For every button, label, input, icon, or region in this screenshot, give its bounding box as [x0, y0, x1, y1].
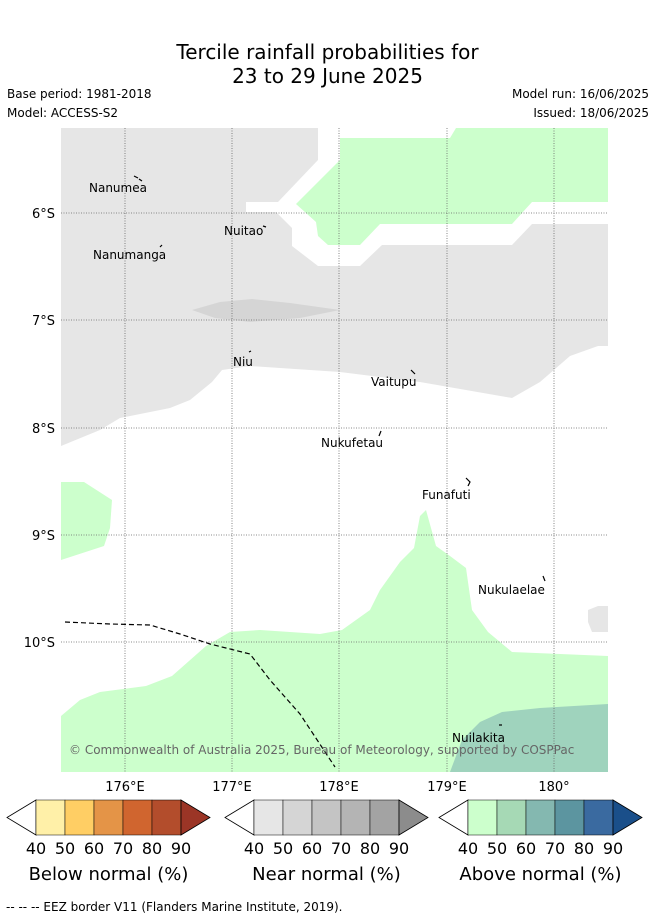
eez-legend: -- -- -- EEZ border V11 (Flanders Marine… — [6, 900, 343, 914]
copyright-text: © Commonwealth of Australia 2025, Bureau… — [69, 743, 574, 757]
colorbar-tick-label: 40 — [26, 839, 46, 858]
colorbar-segment — [496, 799, 527, 836]
islands — [133, 175, 546, 726]
colorbar-tick-label: 60 — [302, 839, 322, 858]
island-niu — [248, 350, 252, 353]
colorbar-title: Near normal (%) — [252, 864, 401, 885]
island-nukulaelae — [542, 575, 546, 582]
place-label: Nanumanga — [93, 248, 166, 262]
lat-label: 10°S — [24, 636, 55, 651]
lat-label: 8°S — [32, 422, 55, 437]
above-normal-south-region — [61, 510, 608, 772]
lon-label: 176°E — [105, 780, 145, 795]
colorbar-tick-label: 80 — [360, 839, 380, 858]
lat-label: 7°S — [32, 314, 55, 329]
near-normal-region — [61, 128, 608, 446]
map-title: Tercile rainfall probabilities for 23 to… — [0, 40, 655, 88]
place-label: Niu — [233, 355, 253, 369]
colorbar-segment — [151, 799, 182, 836]
lon-label: 178°E — [319, 780, 359, 795]
colorbar-upper-extend — [612, 799, 643, 836]
lat-label: 6°S — [32, 207, 55, 222]
near-normal-darker-region — [192, 299, 340, 322]
colorbar-tick-label: 40 — [458, 839, 478, 858]
colorbar-tick-label: 90 — [389, 839, 409, 858]
colorbar-tick-label: 90 — [171, 839, 191, 858]
colorbar-segment — [253, 799, 284, 836]
place-label: Nukufetau — [321, 436, 383, 450]
lat-label: 9°S — [32, 529, 55, 544]
colorbar-segment — [554, 799, 585, 836]
colorbar-segment — [35, 799, 66, 836]
colorbar-tick-label: 90 — [603, 839, 623, 858]
colorbar-0: 40 50 60 70 80 90 Below normal (%) — [6, 799, 211, 885]
colorbar-segment — [369, 799, 400, 836]
colorbar-tick-label: 70 — [113, 839, 133, 858]
colorbar-tick-label: 40 — [244, 839, 264, 858]
colorbar-tick-label: 70 — [545, 839, 565, 858]
colorbars: 40 50 60 70 80 90 Below normal (%) 40 50 60 70 80 90… — [6, 799, 643, 885]
colorbar-tick-label: 50 — [487, 839, 507, 858]
colorbar-upper-extend — [180, 799, 211, 836]
colorbar-lower-extend — [6, 799, 37, 836]
colorbar-tick-label: 80 — [574, 839, 594, 858]
above-normal-50-region — [450, 704, 608, 772]
colorbar-lower-extend — [224, 799, 255, 836]
colorbar-tick-label: 50 — [55, 839, 75, 858]
island-nanumanga — [159, 244, 163, 248]
colorbar-tick-label: 50 — [273, 839, 293, 858]
title-line-1: Tercile rainfall probabilities for — [176, 40, 479, 64]
lon-label: 177°E — [212, 780, 252, 795]
place-label: Funafuti — [422, 488, 471, 502]
lon-label: 180° — [538, 780, 569, 795]
island-vaitupu — [410, 369, 416, 375]
colorbar-tick-label: 60 — [516, 839, 536, 858]
colorbar-upper-extend — [398, 799, 429, 836]
near-normal-small-region — [588, 606, 608, 632]
lon-label: 179°E — [427, 780, 467, 795]
colorbar-segment — [122, 799, 153, 836]
model-run: Model run: 16/06/2025 — [511, 87, 649, 101]
island-nanumea — [133, 175, 143, 182]
colorbar-segment — [583, 799, 614, 836]
colorbar-segment — [525, 799, 556, 836]
place-label: Vaitupu — [371, 375, 417, 389]
colorbar-tick-label: 80 — [142, 839, 162, 858]
above-normal-north-region — [296, 128, 608, 245]
island-nuitao — [262, 225, 267, 228]
colorbar-segment — [340, 799, 371, 836]
above-normal-west-region — [61, 482, 112, 560]
eez-border — [64, 621, 336, 768]
colorbar-2: 40 50 60 70 80 90 Above normal (%) — [438, 799, 643, 885]
colorbar-segment — [282, 799, 313, 836]
colorbar-title: Below normal (%) — [29, 864, 189, 885]
place-label: Nanumea — [89, 181, 147, 195]
issued-date: Issued: 18/06/2025 — [533, 106, 649, 120]
place-label: Nukulaelae — [478, 583, 545, 597]
place-label: Nuitao — [224, 224, 263, 238]
colorbar-tick-label: 70 — [331, 839, 351, 858]
colorbar-segment — [467, 799, 498, 836]
colorbar-lower-extend — [438, 799, 469, 836]
graticule — [61, 128, 608, 772]
base-period: Base period: 1981-2018 — [7, 87, 152, 101]
title-line-2: 23 to 29 June 2025 — [232, 64, 423, 88]
colorbar-segment — [93, 799, 124, 836]
island-nukufetau — [378, 430, 382, 437]
colorbar-title: Above normal (%) — [459, 864, 621, 885]
colorbar-segment — [311, 799, 342, 836]
colorbar-segment — [64, 799, 95, 836]
place-label: Nuilakita — [452, 731, 505, 745]
island-funafuti — [465, 477, 471, 487]
model-name: Model: ACCESS-S2 — [7, 106, 119, 120]
colorbar-tick-label: 60 — [84, 839, 104, 858]
colorbar-1: 40 50 60 70 80 90 Near normal (%) — [224, 799, 429, 885]
